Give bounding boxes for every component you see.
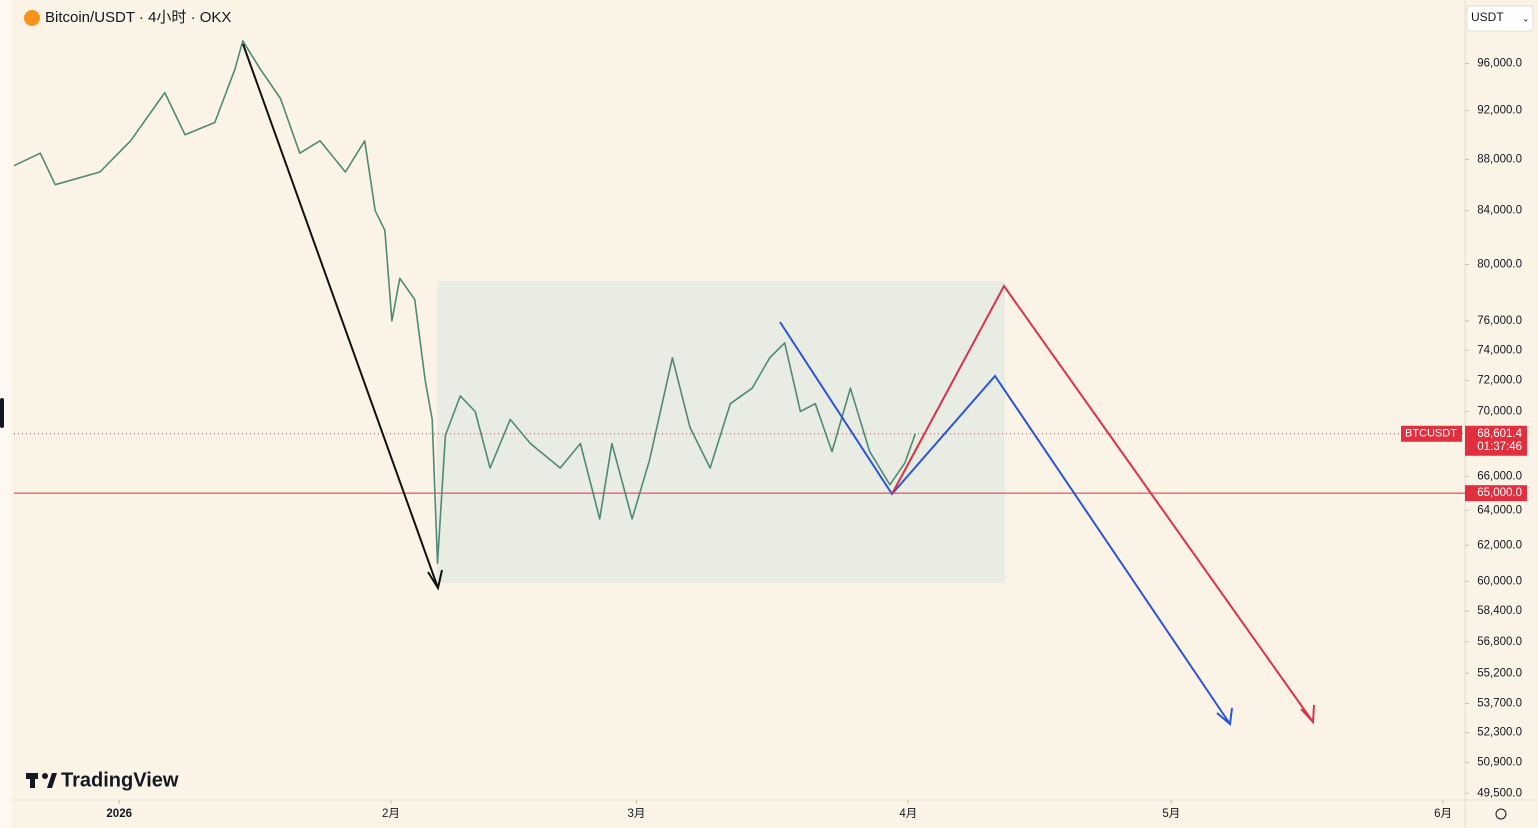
symbol-label: BTCUSDT xyxy=(1405,428,1457,440)
symbol-tag xyxy=(1401,425,1462,442)
y-tick-label: 56,800.0 xyxy=(1477,636,1522,648)
price-tag xyxy=(1465,425,1527,456)
y-tick-label: 62,000.0 xyxy=(1477,539,1522,551)
chart-title: Bitcoin/USDT · 4小时 · OKX xyxy=(45,9,231,26)
y-tick-label: 58,400.0 xyxy=(1477,605,1522,617)
left-toolbar[interactable] xyxy=(0,0,12,828)
y-tick-label: 84,000.0 xyxy=(1477,205,1522,217)
level-tag xyxy=(1465,485,1527,502)
y-tick-label: 49,500.0 xyxy=(1477,787,1522,799)
logo-mark xyxy=(42,773,48,779)
settings-icon[interactable] xyxy=(1495,808,1507,820)
y-tick-label: 76,000.0 xyxy=(1477,315,1522,327)
y-tick-label: 92,000.0 xyxy=(1477,104,1522,116)
x-tick-label: 6月 xyxy=(1434,808,1452,820)
price-label: 68,601.4 xyxy=(1477,428,1522,440)
blue-path xyxy=(779,321,1231,725)
y-tick-label: 72,000.0 xyxy=(1477,375,1522,387)
logo-mark xyxy=(47,773,57,788)
watermark: TradingView xyxy=(61,769,179,791)
y-tick-label: 55,200.0 xyxy=(1477,667,1522,679)
y-tick-label: 96,000.0 xyxy=(1477,58,1522,70)
arrow-head xyxy=(1300,704,1315,725)
y-tick-label: 70,000.0 xyxy=(1477,406,1522,418)
price-line-series xyxy=(13,40,917,564)
y-tick-label: 66,000.0 xyxy=(1477,470,1522,482)
arrow-head xyxy=(1216,707,1233,726)
x-tick-label: 2月 xyxy=(382,808,400,820)
countdown: 01:37:46 xyxy=(1477,441,1522,453)
toolbar-handle[interactable] xyxy=(0,398,4,428)
dropdown-icon[interactable]: ⌄ xyxy=(1522,13,1530,23)
y-tick-label: 74,000.0 xyxy=(1477,344,1522,356)
red-path xyxy=(891,284,1314,723)
x-tick-label: 3月 xyxy=(628,808,646,820)
y-tick-label: 88,000.0 xyxy=(1477,153,1522,165)
currency-select[interactable] xyxy=(1466,5,1534,32)
logo-mark xyxy=(30,773,35,788)
x-tick-label: 2026 xyxy=(106,808,132,820)
currency-label[interactable]: USDT xyxy=(1471,10,1504,24)
y-tick-label: 53,700.0 xyxy=(1477,698,1522,710)
y-tick-label: 64,000.0 xyxy=(1477,504,1522,516)
y-tick-label: 52,300.0 xyxy=(1477,727,1522,739)
y-tick-label: 80,000.0 xyxy=(1477,258,1522,270)
x-tick-label: 5月 xyxy=(1162,808,1180,820)
down-arrow xyxy=(242,43,439,589)
drawings xyxy=(242,43,1315,726)
coin-icon xyxy=(24,10,40,26)
y-tick-label: 60,000.0 xyxy=(1477,575,1522,587)
arrow-head xyxy=(427,569,443,591)
y-tick-label: 50,900.0 xyxy=(1477,757,1522,769)
level-label: 65,000.0 xyxy=(1477,487,1522,499)
plot xyxy=(13,40,1469,804)
x-tick-label: 4月 xyxy=(899,808,917,820)
logo xyxy=(26,773,57,788)
